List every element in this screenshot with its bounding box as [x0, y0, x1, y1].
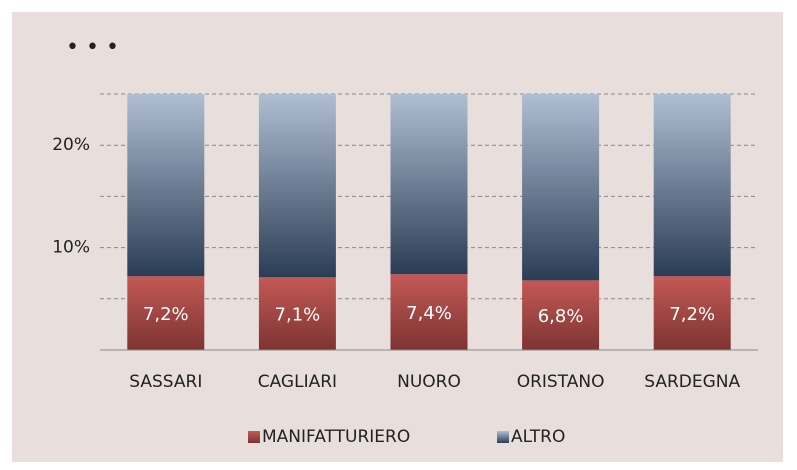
data-label: 7,2% — [669, 304, 715, 325]
data-label: 7,4% — [406, 303, 452, 324]
chart-title: • • • — [66, 35, 119, 60]
legend-label: MANIFATTURIERO — [262, 427, 410, 447]
x-tick-label: CAGLIARI — [258, 372, 337, 392]
x-tick-label: NUORO — [397, 372, 461, 392]
data-label: 6,8% — [538, 306, 584, 327]
bar-segment — [653, 276, 731, 350]
y-tick-label: 10% — [52, 238, 90, 258]
bar-segment — [258, 94, 336, 278]
legend-swatch — [248, 431, 260, 443]
x-tick-label: SARDEGNA — [644, 372, 740, 392]
legend-swatch — [497, 431, 509, 443]
x-tick-label: SASSARI — [129, 372, 202, 392]
data-label: 7,1% — [275, 305, 321, 326]
bar-segment — [390, 274, 468, 350]
legend-label: ALTRO — [511, 427, 565, 447]
bar-segment — [258, 277, 336, 350]
bar-segment — [390, 94, 468, 275]
bar-segment — [522, 280, 600, 350]
data-label: 7,2% — [143, 304, 189, 325]
bar-segment — [127, 276, 205, 350]
bar-segment — [522, 94, 600, 281]
y-tick-label: 20% — [52, 135, 90, 155]
x-tick-label: ORISTANO — [517, 372, 605, 392]
bar-segment — [653, 94, 731, 277]
bar-segment — [127, 94, 205, 277]
